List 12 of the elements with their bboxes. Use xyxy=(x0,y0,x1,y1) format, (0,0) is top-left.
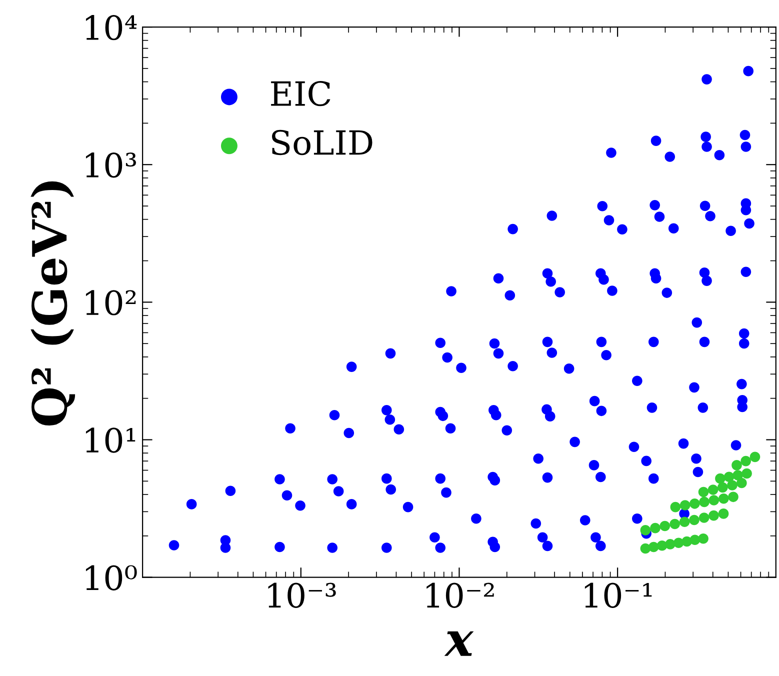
x-tick-label: 10⁻² xyxy=(426,582,494,608)
y-axis-title: Q² (GeV²) xyxy=(30,181,76,426)
y-tick-label: 10¹ xyxy=(86,428,136,453)
legend-label: SoLID xyxy=(272,130,372,156)
y-tick-label: 10⁰ xyxy=(86,565,137,590)
legend-label: EIC xyxy=(271,80,330,106)
x-tick-label: 10⁻³ xyxy=(268,582,336,608)
y-tick-label: 10⁴ xyxy=(86,14,137,40)
x-axis-title: x xyxy=(444,631,474,656)
y-tick-label: 10² xyxy=(86,290,136,316)
y-tick-label: 10³ xyxy=(86,152,136,178)
x-tick-label: 10⁻¹ xyxy=(584,582,652,608)
